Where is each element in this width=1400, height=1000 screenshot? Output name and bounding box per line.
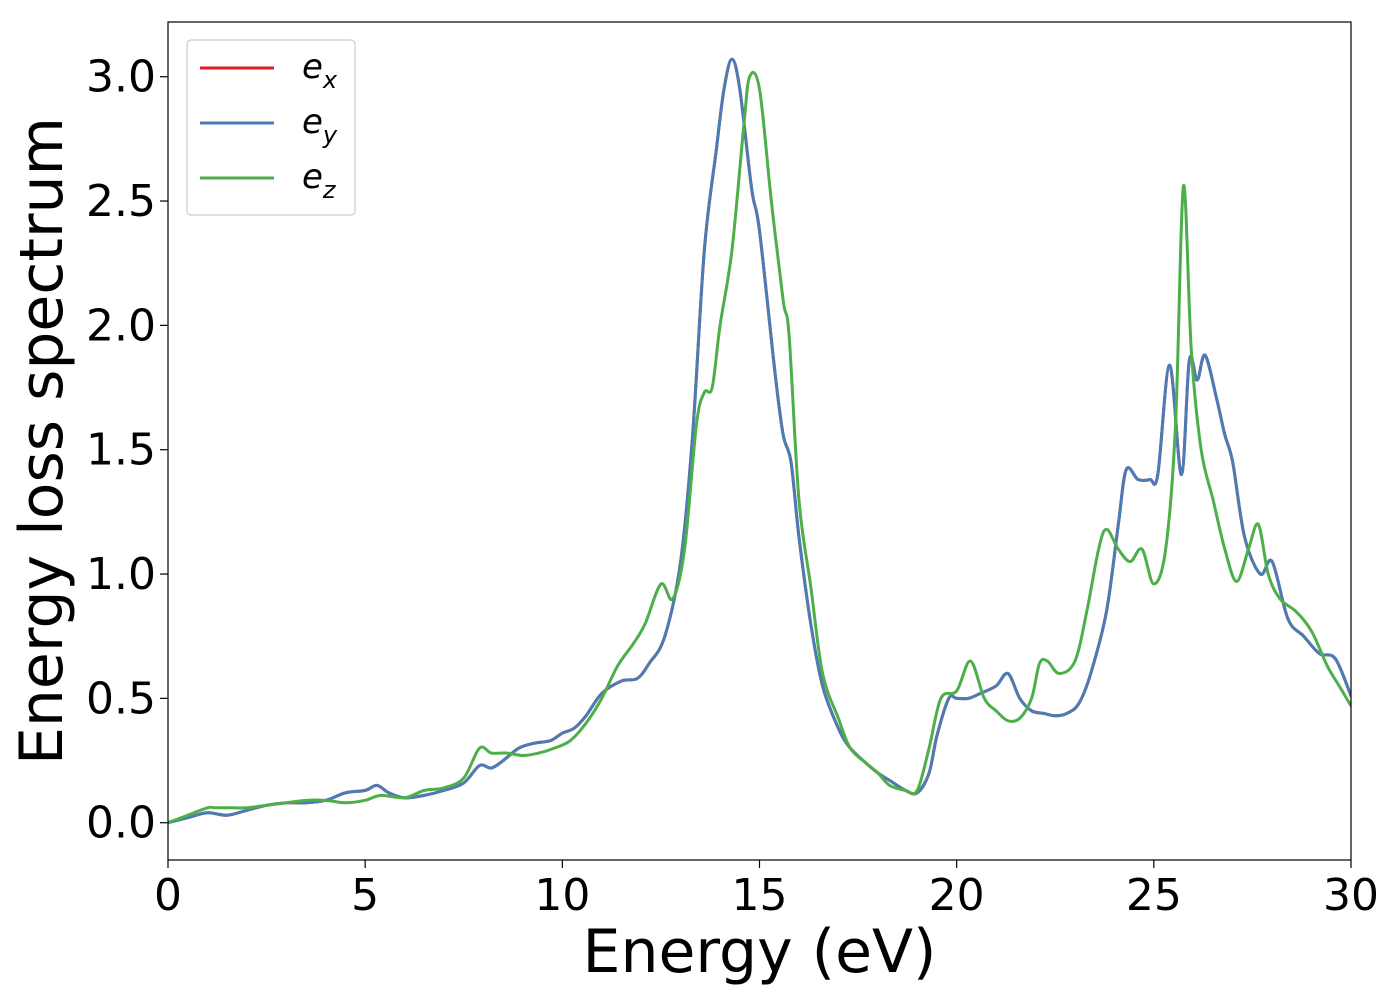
x-tick-label: 5: [351, 870, 379, 921]
legend-label-ez: ez: [302, 157, 337, 204]
legend-box: [186, 39, 356, 216]
x-tick-label: 30: [1323, 870, 1379, 921]
y-tick-label: 0.0: [86, 798, 156, 849]
x-axis-label: Energy (eV): [583, 917, 937, 987]
x-tick-label: 10: [534, 870, 590, 921]
y-tick-label: 3.0: [86, 52, 156, 103]
y-tick-label: 0.5: [86, 673, 156, 724]
x-tick-label: 15: [732, 870, 788, 921]
series-line-ez: [168, 70, 1351, 825]
y-axis-label: Energy loss spectrum: [7, 117, 77, 765]
series-line-ey: [168, 57, 1351, 825]
axis-ticks: 0 5 10 15 20 25 30 0.0 0.5 1.0 1.5 2.0 2.5 3.0: [86, 52, 1379, 921]
legend: ex ey ez: [186, 39, 356, 216]
y-tick-label: 2.5: [86, 176, 156, 227]
x-tick-label: 0: [154, 870, 182, 921]
series-lines: [168, 57, 1351, 825]
y-tick-label: 2.0: [86, 300, 156, 351]
x-tick-label: 20: [929, 870, 985, 921]
legend-label-ey: ey: [302, 102, 338, 149]
x-tick-label: 25: [1126, 870, 1182, 921]
y-tick-label: 1.5: [86, 425, 156, 476]
y-tick-label: 1.0: [86, 549, 156, 600]
legend-label-ex: ex: [302, 47, 338, 94]
